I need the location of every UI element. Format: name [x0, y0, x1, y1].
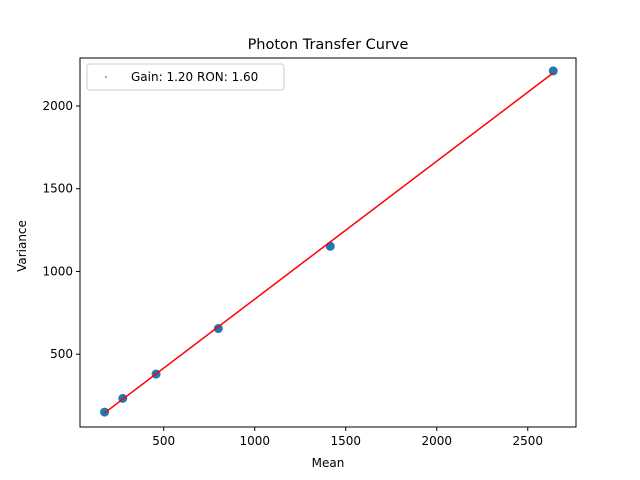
y-tick-label: 1000 — [42, 264, 73, 278]
x-tick-label: 1500 — [330, 434, 361, 448]
axes-frame — [79, 57, 577, 428]
legend-marker — [105, 76, 107, 78]
x-tick-label: 2000 — [421, 434, 452, 448]
chart-title: Photon Transfer Curve — [248, 37, 409, 53]
x-tick-label: 2500 — [512, 434, 543, 448]
legend-entry: Gain: 1.20 RON: 1.60 — [131, 70, 258, 84]
fit-line — [104, 72, 554, 414]
data-point — [548, 66, 558, 76]
x-tick-label: 500 — [152, 434, 175, 448]
legend-box — [86, 63, 285, 91]
x-tick-label: 1000 — [239, 434, 270, 448]
y-tick-label: 1500 — [42, 182, 73, 196]
y-tick-label: 2000 — [42, 99, 73, 113]
y-tick-label: 500 — [50, 347, 73, 361]
legend: Gain: 1.20 RON: 1.60 — [86, 63, 285, 91]
x-axis-label: Mean — [312, 456, 345, 470]
axis-ticks: 500 1000 1500 2000 2500 500 1000 1500 2000 — [42, 99, 543, 448]
data-point — [213, 324, 223, 334]
data-point — [325, 241, 335, 251]
plot-area — [100, 66, 558, 417]
y-axis-label: Variance — [15, 220, 29, 272]
